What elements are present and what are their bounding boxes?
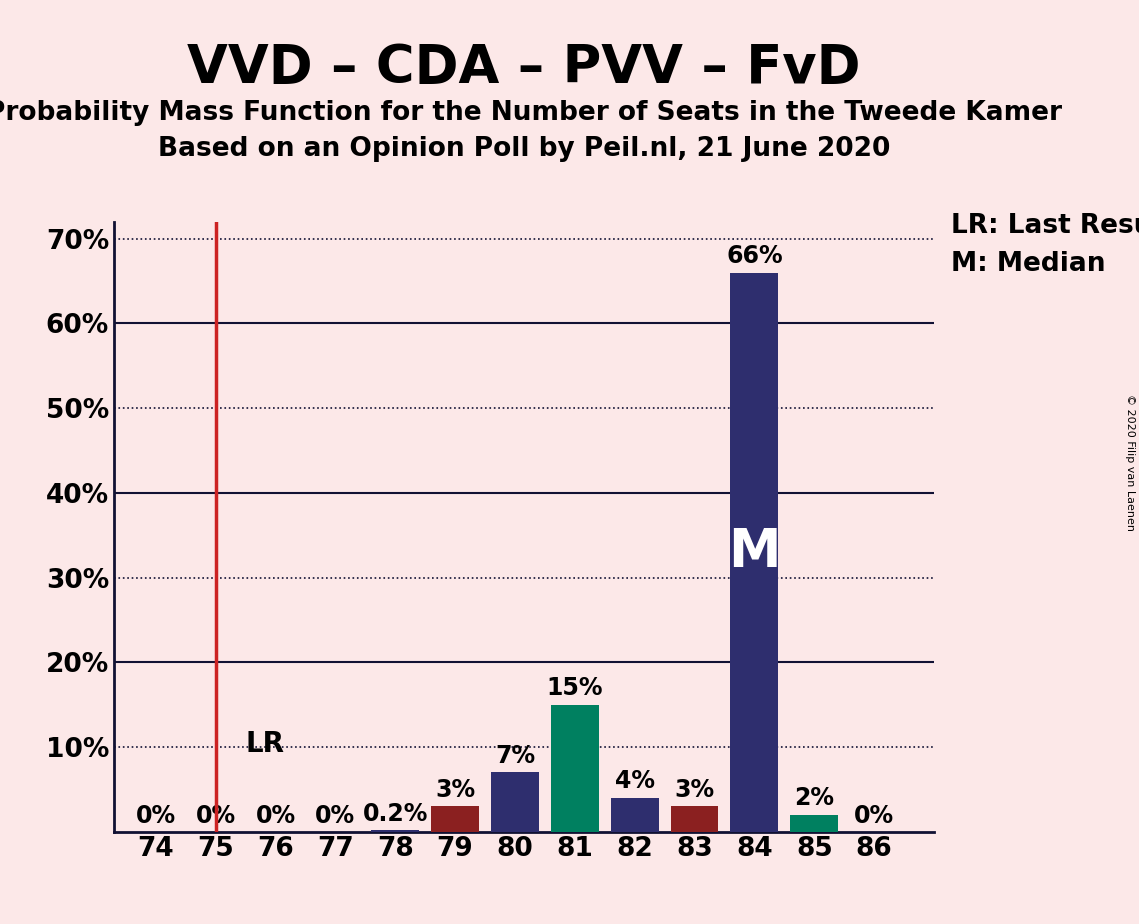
Text: 0%: 0%	[136, 804, 175, 828]
Bar	[371, 830, 419, 832]
Text: VVD – CDA – PVV – FvD: VVD – CDA – PVV – FvD	[187, 42, 861, 93]
Text: 66%: 66%	[726, 244, 782, 268]
Text: 3%: 3%	[435, 778, 475, 802]
Text: 0.2%: 0.2%	[362, 802, 428, 826]
Bar	[611, 797, 658, 832]
Text: LR: LR	[246, 730, 285, 759]
Text: LR: Last Result: LR: Last Result	[951, 213, 1139, 238]
Text: 7%: 7%	[495, 744, 535, 768]
Text: Probability Mass Function for the Number of Seats in the Tweede Kamer: Probability Mass Function for the Number…	[0, 100, 1062, 126]
Text: 4%: 4%	[615, 770, 655, 794]
Text: 2%: 2%	[794, 786, 834, 810]
Text: 3%: 3%	[674, 778, 714, 802]
Bar	[432, 806, 480, 832]
Bar	[551, 704, 599, 832]
Text: © 2020 Filip van Laenen: © 2020 Filip van Laenen	[1125, 394, 1134, 530]
Text: Based on an Opinion Poll by Peil.nl, 21 June 2020: Based on an Opinion Poll by Peil.nl, 21 …	[158, 136, 890, 162]
Bar	[790, 815, 838, 832]
Text: M: Median: M: Median	[951, 251, 1106, 277]
Bar	[491, 772, 539, 832]
Text: 15%: 15%	[547, 676, 603, 700]
Bar	[671, 806, 719, 832]
Text: 0%: 0%	[854, 804, 894, 828]
Text: 0%: 0%	[316, 804, 355, 828]
Text: M: M	[728, 526, 780, 578]
Text: 0%: 0%	[196, 804, 236, 828]
Text: 0%: 0%	[255, 804, 296, 828]
Bar	[730, 273, 778, 832]
